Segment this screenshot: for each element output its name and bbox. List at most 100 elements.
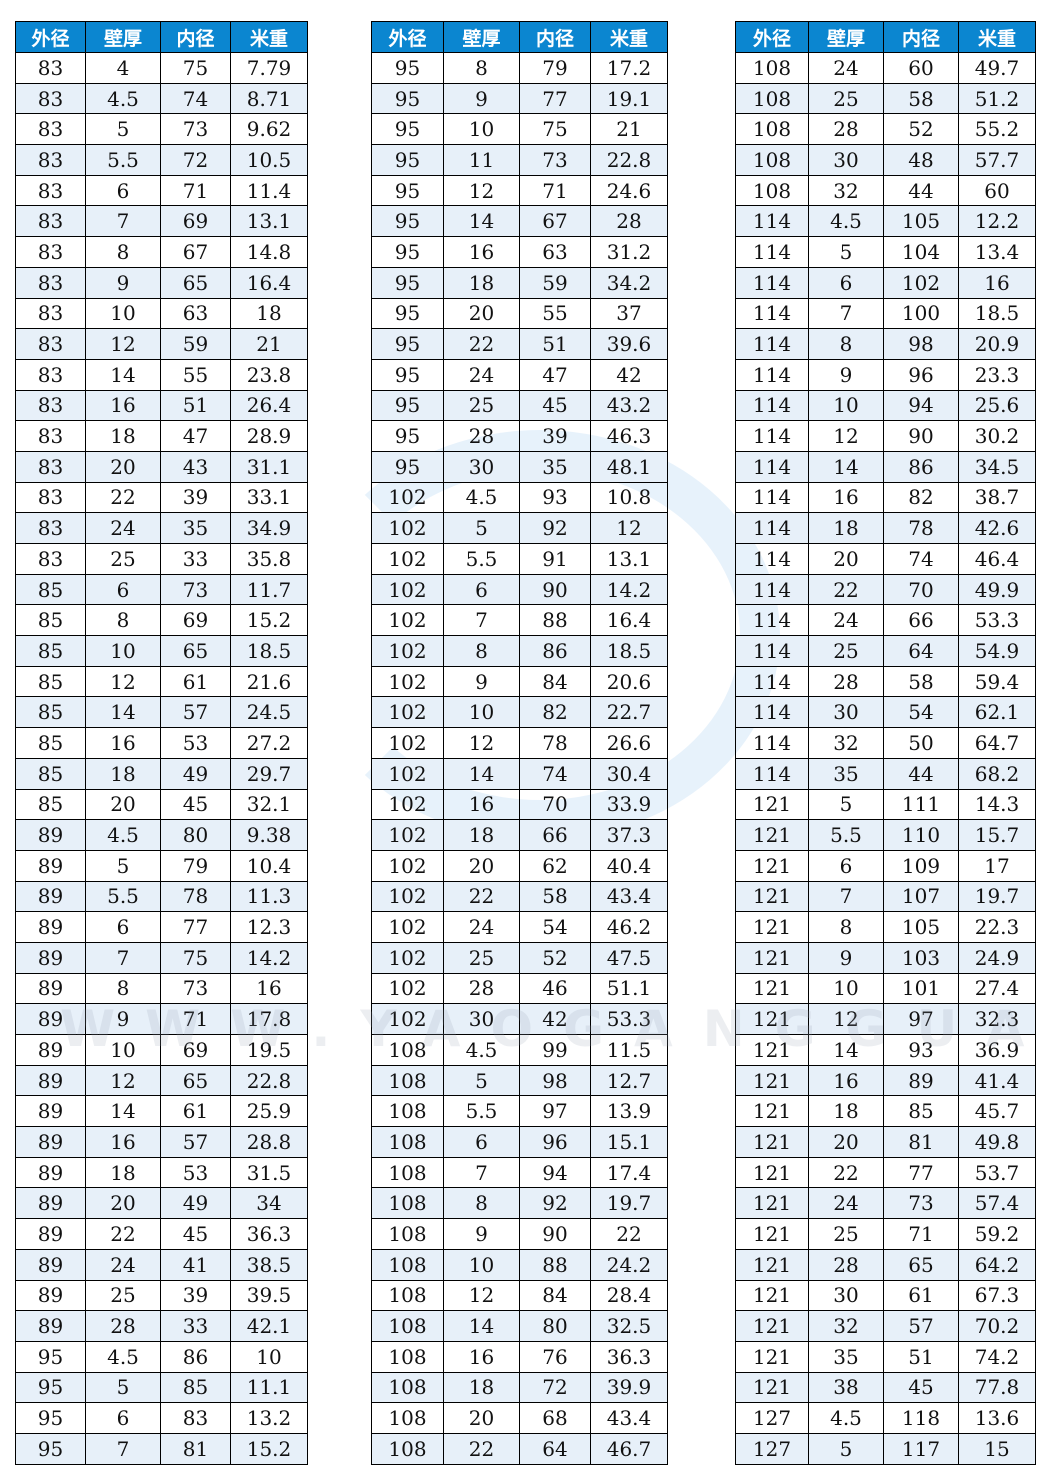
cell-weight-per-meter: 42.1	[230, 1310, 308, 1342]
cell-wall-thickness: 28	[443, 972, 520, 1005]
table-row: 114 24 66 53.3	[735, 604, 1036, 637]
cell-wall-thickness: 16	[443, 788, 520, 821]
cell-wall-thickness: 24	[808, 52, 884, 84]
table-row: 85 6 73 11.7	[15, 573, 308, 606]
cell-outer-diameter: 108	[371, 1248, 444, 1281]
cell-inner-diameter: 109	[883, 849, 959, 882]
table-row: 85 16 53 27.2	[15, 727, 308, 759]
header-wall-thickness: 壁厚	[808, 21, 884, 53]
cell-inner-diameter: 118	[883, 1402, 959, 1434]
cell-outer-diameter: 85	[15, 757, 86, 790]
table-row: 108 6 96 15.1	[371, 1126, 668, 1158]
cell-outer-diameter: 102	[371, 1003, 444, 1035]
cell-weight-per-meter: 34	[230, 1187, 308, 1220]
cell-wall-thickness: 6	[443, 573, 520, 606]
cell-wall-thickness: 16	[808, 481, 884, 514]
table-row: 121 10 101 27.4	[735, 972, 1036, 1005]
table-row: 121 12 97 32.3	[735, 1003, 1036, 1035]
cell-wall-thickness: 9	[808, 358, 884, 391]
cell-wall-thickness: 16	[85, 727, 161, 759]
table-row: 108 30 48 57.7	[735, 144, 1036, 176]
cell-outer-diameter: 83	[15, 297, 86, 330]
cell-wall-thickness: 12	[443, 1279, 520, 1312]
cell-weight-per-meter: 17.2	[590, 52, 668, 84]
cell-inner-diameter: 67	[519, 205, 591, 238]
cell-inner-diameter: 64	[519, 1432, 591, 1465]
header-outer-diameter: 外径	[735, 21, 809, 53]
cell-weight-per-meter: 7.79	[230, 52, 308, 84]
cell-weight-per-meter: 13.1	[590, 543, 668, 575]
cell-inner-diameter: 59	[160, 328, 231, 360]
table-row: 121 9 103 24.9	[735, 941, 1036, 974]
cell-wall-thickness: 25	[85, 543, 161, 575]
cell-wall-thickness: 16	[85, 1126, 161, 1158]
cell-inner-diameter: 71	[160, 174, 231, 207]
cell-outer-diameter: 83	[15, 266, 86, 299]
cell-outer-diameter: 95	[371, 420, 444, 452]
table-row: 95 4.5 86 10	[15, 1340, 308, 1373]
cell-outer-diameter: 95	[371, 389, 444, 422]
cell-outer-diameter: 121	[735, 819, 809, 851]
cell-wall-thickness: 28	[85, 1310, 161, 1342]
cell-wall-thickness: 32	[808, 174, 884, 207]
cell-outer-diameter: 114	[735, 450, 809, 483]
cell-outer-diameter: 114	[735, 727, 809, 759]
cell-outer-diameter: 121	[735, 1218, 809, 1250]
cell-inner-diameter: 89	[883, 1064, 959, 1097]
cell-outer-diameter: 108	[371, 1034, 444, 1066]
cell-weight-per-meter: 17	[958, 849, 1036, 882]
table-row: 108 8 92 19.7	[371, 1187, 668, 1220]
cell-inner-diameter: 97	[883, 1003, 959, 1035]
cell-wall-thickness: 18	[85, 1156, 161, 1189]
cell-weight-per-meter: 11.4	[230, 174, 308, 207]
table-row: 127 5 117 15	[735, 1432, 1036, 1465]
cell-weight-per-meter: 62.1	[958, 696, 1036, 729]
cell-outer-diameter: 102	[371, 481, 444, 514]
cell-wall-thickness: 4.5	[808, 1402, 884, 1434]
table-row: 85 10 65 18.5	[15, 635, 308, 667]
cell-weight-per-meter: 28.4	[590, 1279, 668, 1312]
table-row: 102 30 42 53.3	[371, 1003, 668, 1035]
cell-inner-diameter: 42	[519, 1003, 591, 1035]
cell-weight-per-meter: 25.6	[958, 389, 1036, 422]
cell-outer-diameter: 108	[735, 174, 809, 207]
cell-outer-diameter: 89	[15, 911, 86, 943]
cell-inner-diameter: 74	[883, 543, 959, 575]
header-outer-diameter: 外径	[15, 21, 86, 53]
cell-wall-thickness: 8	[443, 635, 520, 667]
spec-table-2: 外径 壁厚 内径 米重 95 8 79 17.2 95 9 77 19.1 95 10 75 21 95 11 73…	[371, 21, 668, 1465]
cell-weight-per-meter: 38.5	[230, 1248, 308, 1281]
cell-wall-thickness: 9	[85, 1003, 161, 1035]
cell-inner-diameter: 93	[883, 1034, 959, 1066]
cell-outer-diameter: 85	[15, 696, 86, 729]
cell-inner-diameter: 101	[883, 972, 959, 1005]
cell-wall-thickness: 24	[443, 911, 520, 943]
cell-inner-diameter: 57	[160, 696, 231, 729]
header-row: 外径 壁厚 内径 米重	[371, 21, 668, 53]
cell-outer-diameter: 89	[15, 1156, 86, 1189]
cell-wall-thickness: 9	[443, 665, 520, 698]
cell-weight-per-meter: 60	[958, 174, 1036, 207]
table-row: 114 20 74 46.4	[735, 543, 1036, 575]
cell-wall-thickness: 10	[443, 696, 520, 729]
cell-weight-per-meter: 39.9	[590, 1371, 668, 1404]
cell-wall-thickness: 20	[443, 849, 520, 882]
table-row: 95 30 35 48.1	[371, 450, 668, 483]
cell-inner-diameter: 47	[160, 420, 231, 452]
cell-outer-diameter: 95	[371, 52, 444, 84]
cell-weight-per-meter: 42	[590, 358, 668, 391]
table-row: 95 7 81 15.2	[15, 1432, 308, 1465]
cell-wall-thickness: 8	[85, 236, 161, 268]
cell-wall-thickness: 14	[443, 757, 520, 790]
cell-outer-diameter: 108	[371, 1340, 444, 1373]
cell-outer-diameter: 114	[735, 665, 809, 698]
cell-wall-thickness: 12	[85, 1064, 161, 1097]
cell-outer-diameter: 121	[735, 1156, 809, 1189]
table-row: 114 8 98 20.9	[735, 328, 1036, 360]
table-row: 114 35 44 68.2	[735, 757, 1036, 790]
cell-weight-per-meter: 54.9	[958, 635, 1036, 667]
cell-inner-diameter: 92	[519, 1187, 591, 1220]
header-inner-diameter: 内径	[883, 21, 959, 53]
cell-wall-thickness: 4.5	[85, 1340, 161, 1373]
cell-weight-per-meter: 12	[590, 512, 668, 544]
